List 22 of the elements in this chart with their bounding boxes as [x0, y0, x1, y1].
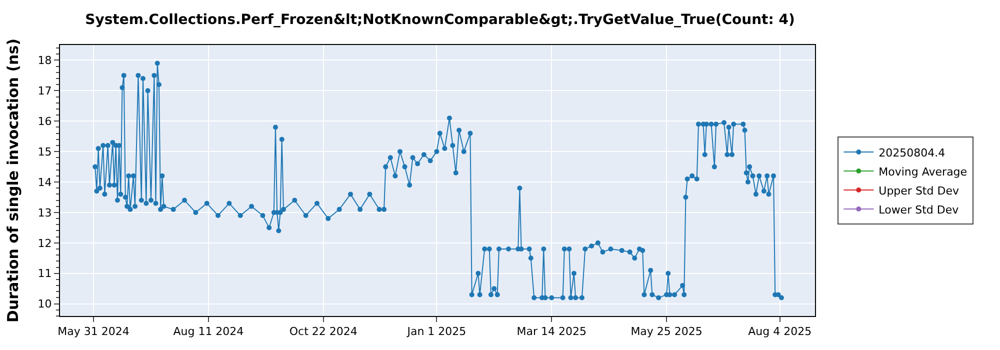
y-tick-label: 15: [38, 145, 52, 158]
x-tick-label: May 31 2024: [58, 325, 130, 338]
legend-label: Moving Average: [878, 165, 968, 178]
x-tick-label: Jan 1 2025: [406, 325, 466, 338]
x-tick-label: Aug 11 2024: [173, 325, 244, 338]
chart-title: System.Collections.Perf_Frozen&lt;NotKnownComparable&gt;.TryGetValue_True(Count: 4): [85, 12, 795, 28]
y-axis-title: Duration of single invocation (ns): [4, 38, 22, 322]
y-tick-label: 11: [38, 267, 52, 280]
x-tick-label: Oct 22 2024: [289, 325, 358, 338]
y-tick-label: 13: [38, 206, 52, 220]
y-tick-label: 12: [38, 236, 52, 250]
y-tick-label: 10: [38, 298, 52, 311]
x-tick-label: Mar 14 2025: [516, 325, 587, 338]
y-tick-label: 18: [38, 54, 52, 68]
x-tick-label: May 25 2025: [630, 325, 702, 338]
legend-label: 20250804.4: [878, 146, 946, 160]
legend-label: Lower Std Dev: [878, 203, 960, 216]
y-tick-label: 17: [38, 84, 52, 98]
x-tick-label: Aug 4 2025: [748, 325, 812, 338]
y-tick-label: 16: [38, 114, 52, 128]
legend-label: Upper Std Dev: [878, 184, 960, 198]
y-tick-label: 14: [38, 176, 52, 189]
